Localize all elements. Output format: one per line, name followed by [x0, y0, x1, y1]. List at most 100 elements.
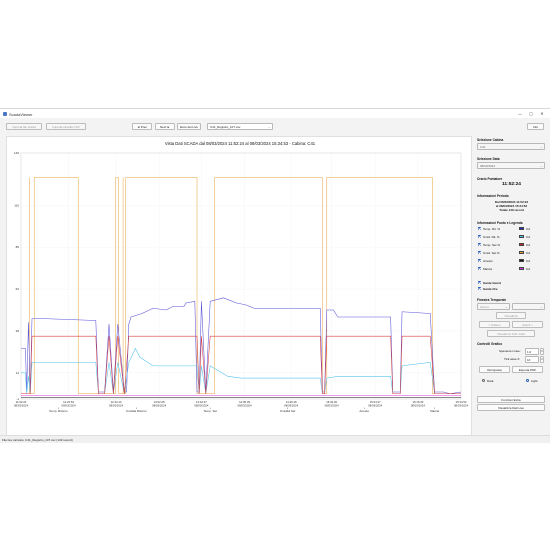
minimize-icon[interactable]: —: [518, 110, 522, 116]
window-date-select[interactable]: ⌄: [512, 303, 545, 310]
x-tick-date: 08/03/2024: [152, 404, 166, 408]
visualize-button[interactable]: Visualizza: [496, 312, 526, 319]
y-tick-label: -1: [16, 397, 19, 401]
series-line-umid-set: [21, 177, 461, 395]
legend-label: Temp. Set %: [483, 243, 501, 247]
legend-label: Marcia: [483, 267, 493, 271]
x-tick-time: 14:46:18: [286, 400, 297, 404]
legend-swatch[interactable]: [519, 235, 524, 238]
close-icon[interactable]: ✕: [540, 110, 544, 116]
dark-theme-radio[interactable]: [482, 379, 486, 383]
legend-checkbox[interactable]: [478, 235, 481, 238]
reset-button[interactable]: Reimposta: [479, 366, 510, 373]
forward-button[interactable]: Avanti >: [512, 321, 543, 328]
cabin-select-value: C41: [480, 145, 486, 149]
line-thickness-label: Spessore Linee:: [499, 349, 521, 353]
legend-swatch[interactable]: [519, 267, 524, 270]
file-select[interactable]: C41_Registro_107.csv ⌄: [207, 123, 273, 130]
status-bar: File live caricato: C41_Registro_107.csv…: [0, 435, 550, 443]
chart-title: Vista Dati SCADA dal 08/03/2024 11:52:24…: [164, 141, 316, 146]
legend-value: 0,0: [526, 267, 531, 271]
y-tick-label: 110: [14, 203, 19, 207]
x-tick-time: 15:34:53: [456, 400, 467, 404]
extra-functions-button[interactable]: Funzioni Extra: [477, 396, 545, 403]
period-section-title: Informazioni Periodo: [477, 194, 509, 198]
view-live-data-button[interactable]: Visualizza Dati Live: [477, 404, 545, 411]
tick-x-label: Tick asse X:: [504, 357, 521, 361]
live-button[interactable]: Ecco dei Live: [177, 123, 201, 130]
info-button[interactable]: Info: [527, 123, 544, 130]
chevron-down-icon: ⌄: [539, 164, 543, 168]
legend-checkbox[interactable]: [478, 259, 481, 262]
light-theme-radio[interactable]: [526, 379, 530, 383]
app-window: ScadaViewer — ▢ ✕ Importa file ricetta I…: [0, 108, 550, 443]
tick-x-stepper[interactable]: ⇕: [540, 356, 544, 363]
period-to: al 08/03/2024 15:34:53: [495, 204, 528, 208]
legend-swatch[interactable]: [519, 259, 524, 262]
x-tick-date: 08/03/2024: [14, 404, 28, 408]
prev-button[interactable]: ◄ Prec: [132, 123, 152, 130]
legend-swatch[interactable]: [519, 243, 524, 246]
guide-days-checkbox[interactable]: [478, 281, 481, 284]
y-tick-label: 14: [16, 371, 20, 375]
cabin-section-title: Selezione Cabina: [477, 138, 504, 142]
bottom-legend-label: Marcia: [430, 409, 439, 413]
x-tick-time: 15:16:30: [412, 400, 423, 404]
show-all-button[interactable]: Visualizza Tutti i Dati: [487, 330, 535, 337]
legend-checkbox[interactable]: [478, 267, 481, 270]
dark-theme-label: Dark: [487, 379, 494, 383]
app-icon: [3, 111, 7, 116]
legend-checkbox[interactable]: [478, 251, 481, 254]
guide-hours-checkbox[interactable]: [478, 287, 481, 290]
legend-label: Umid. Set %: [483, 251, 500, 255]
tick-x-input[interactable]: 10: [525, 356, 539, 363]
legend-swatch[interactable]: [519, 251, 524, 254]
x-tick-date: 08/03/2024: [284, 404, 298, 408]
x-tick-date: 08/03/2024: [109, 404, 123, 408]
window-title: ScadaViewer: [9, 111, 33, 117]
maximize-icon[interactable]: ▢: [529, 110, 533, 116]
import-folder-button[interactable]: Importa cartella CSV: [46, 123, 86, 130]
x-tick-date: 08/03/2024: [368, 404, 382, 408]
x-tick-time: 13:02:25: [154, 400, 165, 404]
y-tick-label: 62: [16, 287, 20, 291]
line-thickness-input[interactable]: 1,0: [525, 348, 539, 355]
x-tick-time: 15:02:20: [326, 400, 337, 404]
x-tick-date: 08/03/2024: [454, 404, 468, 408]
cabin-select[interactable]: C41 ⌄: [477, 143, 545, 150]
chevron-down-icon: ⌄: [539, 145, 543, 149]
legend-checkbox[interactable]: [478, 227, 481, 230]
import-file-button[interactable]: Importa file ricetta: [6, 123, 42, 130]
chart-panel: Vista Dati SCADA dal 08/03/2024 11:52:24…: [6, 136, 472, 436]
bottom-legend-label: Arresto: [359, 409, 369, 413]
date-section-title: Selezione Data: [477, 157, 500, 161]
x-tick-time: 12:44:13: [111, 400, 122, 404]
chart-svg[interactable]: -11438628611014011:52:2408/03/202412:22:…: [7, 145, 473, 435]
export-pdf-button[interactable]: Esporta PDF: [512, 366, 543, 373]
legend-checkbox[interactable]: [478, 243, 481, 246]
date-select[interactable]: 08/03/2024 ⌄: [477, 162, 545, 169]
side-panel: Selezione Cabina C41 ⌄ Selezione Data 08…: [474, 136, 549, 440]
period-from: Dal 08/03/2024 11:52:24: [494, 200, 529, 204]
window-select[interactable]: Giorno ⌄: [477, 303, 510, 310]
back-button[interactable]: < Indietro: [479, 321, 510, 328]
line-thickness-stepper[interactable]: ⇕: [540, 348, 544, 355]
legend-value: 0,0: [526, 259, 531, 263]
bottom-legend-label: Temp. Ritorno: [49, 409, 68, 413]
y-tick-label: 86: [16, 245, 20, 249]
chevron-down-icon: ⌄: [539, 305, 543, 309]
legend-label: Temp. Rit. %: [483, 227, 501, 231]
window-section-title: Finestra Temporale: [477, 298, 507, 302]
period-total: Totale 149 record: [499, 208, 524, 212]
y-tick-label: 38: [16, 329, 20, 333]
bottom-legend-label: Umidità Set: [280, 409, 296, 413]
legend-value: 0,0: [526, 235, 531, 239]
cursor-time: 11:52:24: [502, 182, 521, 187]
next-button[interactable]: Next ►: [155, 123, 175, 130]
x-tick-date: 08/03/2024: [411, 404, 425, 408]
title-bar: ScadaViewer — ▢ ✕: [0, 109, 550, 118]
guide-hours-label: Guide Ore: [483, 287, 498, 291]
legend-swatch[interactable]: [519, 227, 524, 230]
window-select-value: Giorno: [480, 305, 490, 309]
legend-value: 0,0: [526, 243, 531, 247]
